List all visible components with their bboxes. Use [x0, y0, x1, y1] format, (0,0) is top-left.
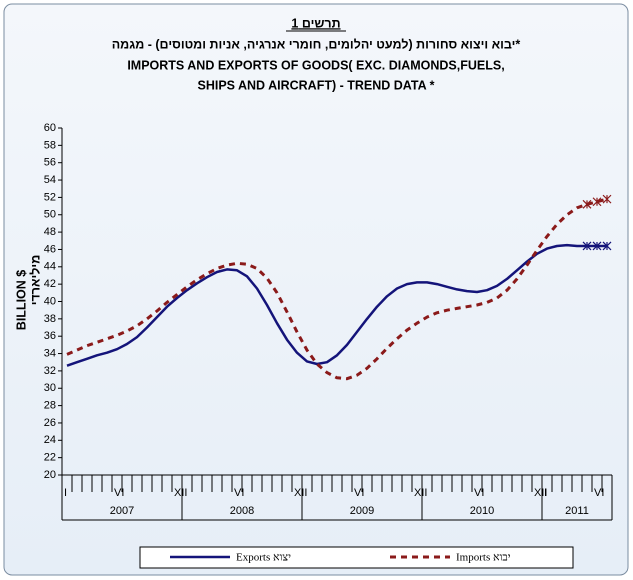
year-label: 2010 [470, 505, 494, 517]
y-tick-label: 44 [44, 261, 56, 273]
chart-number: תרשים 1 [291, 16, 340, 30]
point-marker [582, 199, 592, 209]
y-tick-label: 50 [44, 209, 56, 221]
x-tick-label: VI [114, 487, 124, 499]
legend [139, 546, 574, 569]
point-marker [592, 241, 602, 251]
year-label: 2011 [565, 505, 589, 517]
y-tick-label: 48 [44, 226, 56, 238]
point-marker [602, 194, 612, 204]
y-tick-label: 28 [44, 400, 56, 412]
x-tick-label: I [544, 487, 547, 499]
year-label: 2009 [350, 505, 374, 517]
year-label: 2007 [110, 505, 134, 517]
y-axis-label: BILLION $ [14, 270, 28, 330]
x-tick-label: XII [534, 487, 547, 499]
y-tick-label: 34 [44, 347, 56, 359]
point-marker [592, 197, 602, 207]
y-tick-label: 40 [44, 295, 56, 307]
y-tick-label: 24 [44, 434, 56, 446]
chart-subtitle: SHIPS AND AIRCRAFT) - TREND DATA * [197, 78, 434, 92]
x-tick-label: VI [594, 487, 604, 499]
y-tick-label: 52 [44, 191, 56, 203]
y-tick-label: 58 [44, 139, 56, 151]
y-tick-label: 36 [44, 330, 56, 342]
chart-frame [3, 3, 629, 576]
legend-label: Imports יבוא [456, 552, 511, 564]
y-tick-label: 38 [44, 313, 56, 325]
x-tick-label: I [64, 487, 67, 499]
legend-label: Exports יצוא [236, 552, 291, 564]
chart-subtitle: IMPORTS AND EXPORTS OF GOODS( EXC. DIAMO… [127, 58, 504, 72]
y-tick-label: 26 [44, 417, 56, 429]
x-tick-label: VI [354, 487, 364, 499]
y-tick-label: 20 [44, 469, 56, 481]
y-tick-label: 46 [44, 243, 56, 255]
chart-title: יבוא ויצוא סחורות (למעט יהלומים, חומרי א… [112, 37, 521, 51]
year-label: 2008 [230, 505, 254, 517]
x-tick-label: VI [234, 487, 244, 499]
y-tick-label: 22 [44, 452, 56, 464]
x-tick-label: XII [294, 487, 307, 499]
y-tick-label: 56 [44, 157, 56, 169]
x-tick-label: XII [414, 487, 427, 499]
y-tick-label: 42 [44, 278, 56, 290]
x-tick-label: XII [174, 487, 187, 499]
x-tick-label: VI [474, 487, 484, 499]
y-tick-label: 60 [44, 122, 56, 134]
y-tick-label: 54 [44, 174, 56, 186]
point-marker [582, 241, 592, 251]
y-axis-label-hebrew: מיליארדי [28, 255, 42, 306]
point-marker [602, 241, 612, 251]
y-tick-label: 30 [44, 382, 56, 394]
series-line [66, 197, 608, 381]
y-tick-label: 32 [44, 365, 56, 377]
series-line [66, 243, 607, 367]
